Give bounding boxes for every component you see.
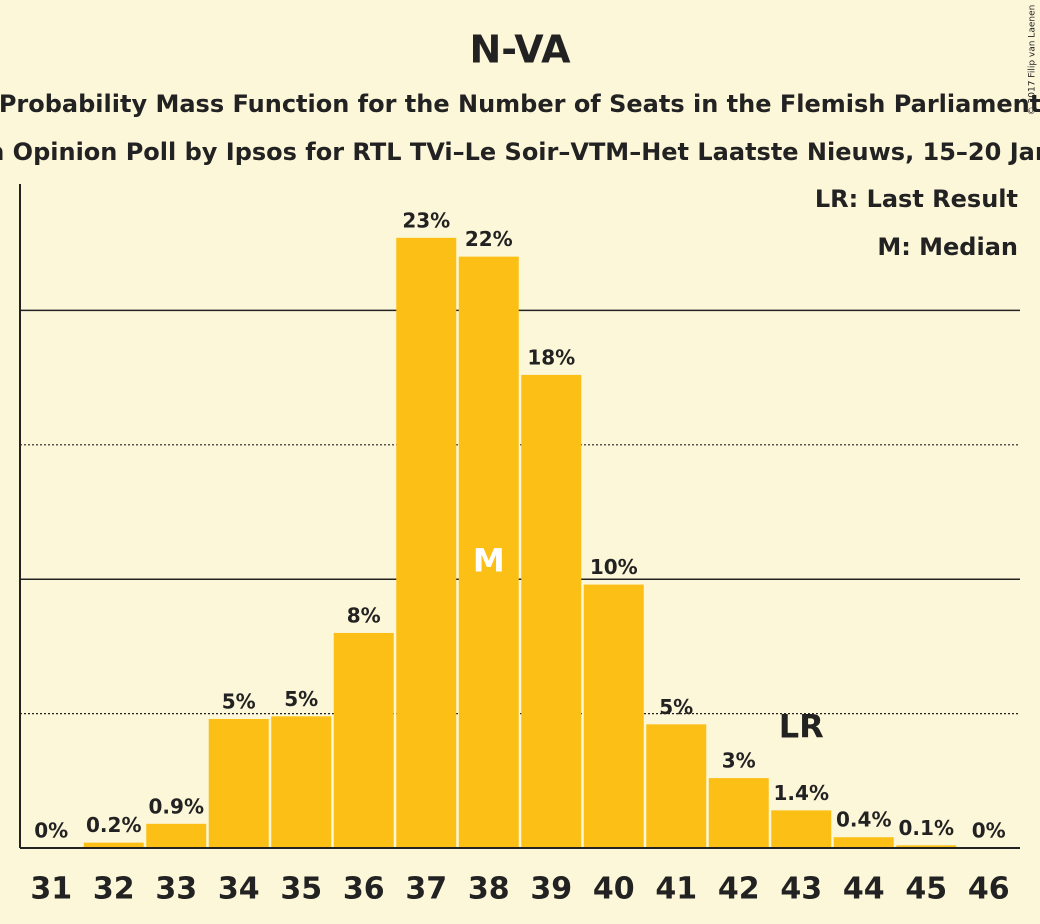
x-tick-label: 36 — [343, 872, 385, 907]
value-label: 3% — [722, 749, 756, 773]
bar — [708, 778, 769, 848]
last-result-marker: LR — [779, 707, 824, 745]
x-tick-label: 39 — [530, 872, 572, 907]
x-tick-label: 33 — [155, 872, 197, 907]
x-tick-label: 42 — [718, 872, 760, 907]
bar — [771, 810, 832, 848]
bar — [208, 718, 269, 848]
bar — [271, 716, 332, 848]
copyright: © 2017 Filip van Laenen — [1028, 5, 1038, 116]
x-tick-label: 43 — [780, 872, 822, 907]
value-label: 18% — [527, 345, 575, 369]
value-label: 0.1% — [899, 816, 954, 840]
median-marker: M — [473, 541, 505, 579]
bar — [396, 237, 457, 849]
value-label: 0.2% — [86, 813, 141, 837]
bar — [521, 374, 582, 848]
x-tick-label: 45 — [905, 872, 947, 907]
chart-title: N-VA — [469, 28, 571, 72]
bar — [646, 724, 707, 848]
bar — [896, 845, 957, 848]
bar — [146, 823, 207, 848]
x-tick-label: 46 — [968, 872, 1010, 907]
legend-entry: LR: Last Result — [815, 185, 1018, 213]
x-tick-label: 35 — [280, 872, 322, 907]
x-tick-label: 32 — [93, 872, 135, 907]
value-label: 23% — [402, 208, 450, 232]
value-label: 1.4% — [774, 781, 829, 805]
value-label: 0.9% — [149, 794, 204, 818]
value-label: 22% — [465, 227, 513, 251]
value-label: 8% — [347, 603, 381, 627]
value-label: 5% — [284, 687, 318, 711]
legend-entry: M: Median — [877, 233, 1018, 261]
x-tick-label: 44 — [843, 872, 885, 907]
x-tick-label: 38 — [468, 872, 510, 907]
value-label: 10% — [590, 555, 638, 579]
x-tick-label: 40 — [593, 872, 635, 907]
x-tick-label: 31 — [30, 872, 72, 907]
value-label: 0% — [972, 819, 1006, 843]
bar — [583, 584, 644, 848]
value-label: 0.4% — [836, 808, 891, 832]
bar — [833, 837, 894, 848]
value-label: 5% — [222, 689, 256, 713]
bar — [83, 842, 144, 848]
bar — [333, 632, 394, 848]
bar — [458, 256, 519, 848]
x-tick-label: 37 — [405, 872, 447, 907]
value-label: 5% — [659, 695, 693, 719]
chart-subtitle: an Opinion Poll by Ipsos for RTL TVi–Le … — [0, 138, 1040, 166]
value-label: 0% — [34, 819, 68, 843]
x-tick-label: 41 — [655, 872, 697, 907]
x-tick-label: 34 — [218, 872, 260, 907]
chart-subtitle: Probability Mass Function for the Number… — [0, 90, 1040, 118]
